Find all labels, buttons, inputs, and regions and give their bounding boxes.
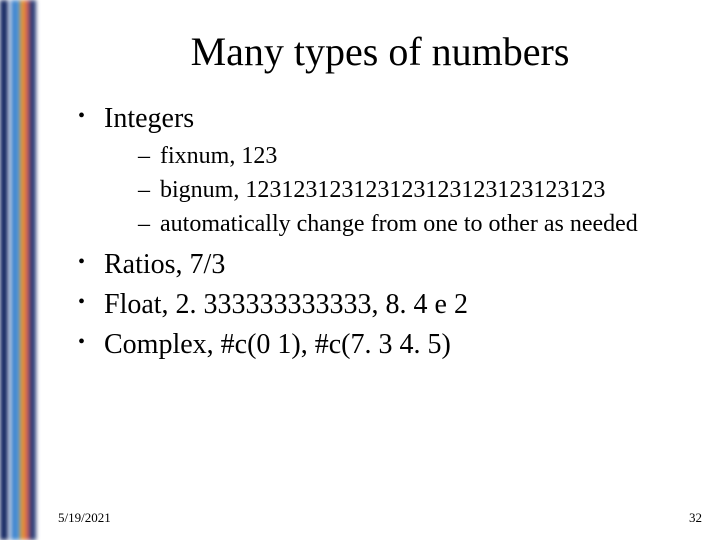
bullet-text: Float, 2. 333333333333, 8. 4 e 2 — [104, 289, 468, 320]
bullet-text: Complex, #c(0 1), #c(7. 3 4. 5) — [104, 329, 451, 360]
bullet-item: Integers fixnum, 123 bignum, 12312312312… — [78, 103, 710, 239]
footer-page-number: 32 — [689, 510, 702, 526]
bullet-item: Float, 2. 333333333333, 8. 4 e 2 — [78, 289, 710, 321]
bullet-text: Ratios, 7/3 — [104, 249, 225, 280]
sub-bullet-item: automatically change from one to other a… — [138, 209, 710, 239]
slide-content: Many types of numbers Integers fixnum, 1… — [50, 0, 710, 540]
footer-date: 5/19/2021 — [58, 510, 111, 526]
sub-bullet-item: fixnum, 123 — [138, 141, 710, 171]
sub-bullet-item: bignum, 123123123123123123123123123123 — [138, 175, 710, 205]
bullet-item: Ratios, 7/3 — [78, 249, 710, 281]
bullet-item: Complex, #c(0 1), #c(7. 3 4. 5) — [78, 329, 710, 361]
sub-bullet-list: fixnum, 123 bignum, 12312312312312312312… — [104, 141, 710, 239]
slide-title: Many types of numbers — [50, 28, 710, 75]
bullet-list: Integers fixnum, 123 bignum, 12312312312… — [50, 103, 710, 361]
bullet-text: Integers — [104, 103, 194, 134]
decorative-side-stripe — [0, 0, 36, 540]
